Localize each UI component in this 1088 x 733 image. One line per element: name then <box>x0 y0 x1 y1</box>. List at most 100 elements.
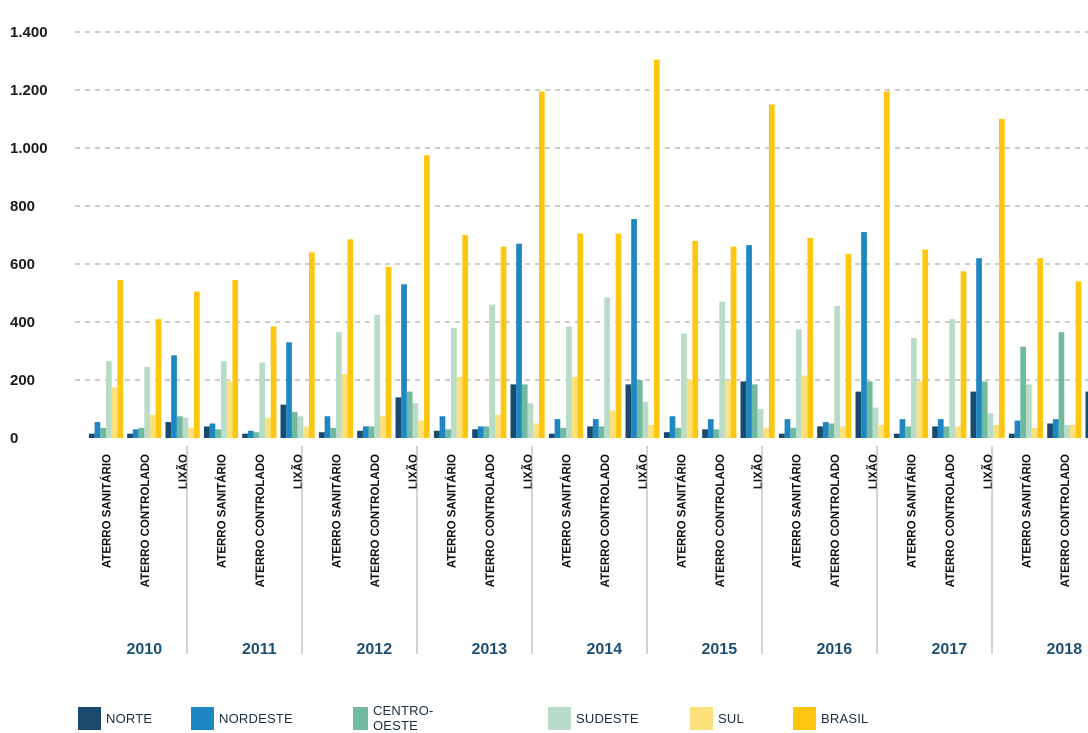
bar <box>194 292 200 438</box>
bar <box>884 91 890 438</box>
bar <box>577 234 583 438</box>
bar <box>281 405 287 438</box>
bar <box>484 426 490 438</box>
bar <box>631 219 637 438</box>
bar <box>834 306 840 438</box>
bar <box>177 416 183 438</box>
bar <box>413 403 419 438</box>
bar <box>702 429 708 438</box>
year-label: 2010 <box>127 641 163 658</box>
bar <box>363 426 369 438</box>
year-label: 2014 <box>587 641 623 658</box>
bar <box>637 380 643 438</box>
bar <box>112 387 118 438</box>
bar <box>188 428 194 438</box>
legend-swatch <box>191 707 214 730</box>
bar <box>807 238 813 438</box>
legend-swatch <box>793 707 816 730</box>
bar <box>599 426 605 438</box>
bar <box>533 424 539 439</box>
legend-swatch <box>548 707 571 730</box>
bar <box>1026 384 1032 438</box>
bar <box>988 413 994 438</box>
bar <box>139 428 145 438</box>
category-label: ATERRO CONTROLADO <box>370 454 382 587</box>
bar <box>982 381 988 438</box>
category-label: ATERRO CONTROLADO <box>715 454 727 587</box>
bar <box>292 412 298 438</box>
bar <box>89 434 95 438</box>
bar <box>511 384 517 438</box>
year-label: 2018 <box>1047 641 1083 658</box>
bar <box>846 254 852 438</box>
bar <box>993 425 999 438</box>
category-label: ATERRO CONTROLADO <box>945 454 957 587</box>
bar <box>478 426 484 438</box>
bar <box>171 355 177 438</box>
year-label: 2016 <box>817 641 853 658</box>
category-labels: ATERRO SANITÁRIO ATERRO CONTROLADO LIXÃO AT… <box>101 454 1088 587</box>
legend-label: NORTE <box>106 711 152 726</box>
bar <box>731 247 737 438</box>
bar <box>616 234 622 438</box>
bar <box>905 426 911 438</box>
bar <box>692 241 698 438</box>
bar <box>829 424 835 439</box>
bar <box>861 232 867 438</box>
bar <box>95 422 101 438</box>
bar <box>539 91 545 438</box>
year-label: 2011 <box>242 641 277 658</box>
bar <box>528 403 534 438</box>
bar <box>254 432 260 438</box>
legend-item: SUDESTE <box>548 706 639 730</box>
bar <box>1076 281 1082 438</box>
bar <box>232 280 238 438</box>
bar <box>357 431 363 438</box>
y-tick-label: 1.400 <box>10 24 48 41</box>
legend-item: SUL <box>690 706 744 730</box>
legend-label: NORDESTE <box>219 711 293 726</box>
category-label: LIXÃO <box>752 454 765 489</box>
bar <box>150 415 156 438</box>
bar <box>752 384 758 438</box>
year-label: 2013 <box>472 641 508 658</box>
category-label: ATERRO CONTROLADO <box>830 454 842 587</box>
bar <box>424 155 430 438</box>
bar <box>1047 424 1053 439</box>
category-label: ATERRO SANITÁRIO <box>1021 454 1034 568</box>
bars <box>89 60 1088 438</box>
category-label: ATERRO SANITÁRIO <box>216 454 229 568</box>
bar <box>566 326 572 438</box>
bar <box>1015 421 1021 438</box>
bar <box>462 235 468 438</box>
bar <box>401 284 407 438</box>
legend-item: CENTRO-OESTE <box>353 706 442 730</box>
y-tick-label: 1.200 <box>10 82 48 99</box>
category-label: ATERRO CONTROLADO <box>600 454 612 587</box>
category-label: ATERRO CONTROLADO <box>140 454 152 587</box>
category-label: LIXÃO <box>867 454 880 489</box>
bar <box>1053 419 1059 438</box>
bar <box>303 426 309 438</box>
bar <box>610 410 616 438</box>
bar <box>434 431 440 438</box>
bar <box>555 419 561 438</box>
bar <box>719 302 725 438</box>
bar <box>418 421 424 438</box>
bar <box>900 419 906 438</box>
category-label: LIXÃO <box>982 454 995 489</box>
bar <box>873 408 879 438</box>
bar <box>1037 258 1043 438</box>
bar <box>817 426 823 438</box>
category-label: ATERRO SANITÁRIO <box>906 454 919 568</box>
bar <box>271 326 277 438</box>
category-label: LIXÃO <box>637 454 650 489</box>
legend-item: NORTE <box>78 706 152 730</box>
bar <box>144 367 150 438</box>
bar <box>215 429 221 438</box>
bar <box>938 419 944 438</box>
y-tick-label: 400 <box>10 314 35 331</box>
bar <box>643 402 649 438</box>
